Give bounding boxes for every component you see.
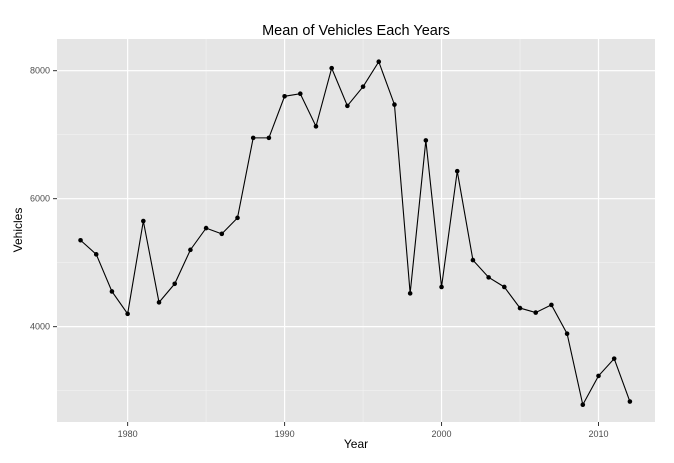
x-axis-title: Year [344, 437, 368, 451]
x-tick-label: 1990 [275, 429, 295, 439]
data-point [423, 138, 429, 143]
data-point [172, 281, 178, 287]
data-point [627, 399, 633, 404]
data-point [486, 275, 491, 280]
y-tick-label: 8000 [30, 66, 50, 76]
data-point [93, 252, 99, 257]
data-point [454, 168, 460, 174]
major-gridlines [57, 39, 655, 422]
data-point [580, 402, 586, 408]
y-tick-label: 6000 [30, 194, 50, 204]
plot-panel [57, 39, 655, 422]
data-point [219, 231, 225, 237]
data-point [125, 311, 130, 317]
x-tick-label: 2010 [588, 429, 608, 439]
data-point [266, 135, 272, 141]
data-point [470, 257, 476, 263]
data-point [250, 135, 256, 141]
x-tick-label: 1980 [118, 429, 138, 439]
data-point [533, 310, 539, 315]
data-point [439, 284, 444, 290]
y-axis: 4000 6000 8000 [30, 66, 57, 332]
data-point [376, 59, 382, 65]
x-tick-label: 2000 [432, 429, 452, 439]
data-point [203, 225, 209, 231]
data-point [611, 356, 617, 361]
series-line [80, 60, 631, 407]
data-point [109, 289, 115, 294]
data-point [345, 103, 350, 109]
x-axis: 1980 1990 2000 2010 [118, 422, 609, 439]
data-point [360, 84, 366, 89]
data-point [141, 218, 146, 224]
data-point [313, 124, 319, 129]
data-point [188, 247, 193, 253]
data-points [78, 59, 633, 408]
data-point [549, 302, 554, 308]
data-point [297, 91, 303, 97]
data-point [407, 291, 413, 296]
minor-gridlines [57, 39, 655, 422]
data-point [78, 237, 83, 243]
chart-title: Mean of Vehicles Each Years [262, 23, 450, 39]
data-point [502, 284, 507, 290]
data-point [392, 102, 397, 107]
data-point [596, 373, 601, 379]
data-point [517, 305, 523, 311]
y-axis-title: Vehicles [11, 208, 25, 253]
data-point [235, 215, 240, 221]
data-point [329, 65, 334, 71]
data-point [564, 331, 570, 336]
data-point [282, 93, 287, 99]
data-point [156, 300, 162, 305]
y-tick-label: 4000 [30, 322, 50, 332]
